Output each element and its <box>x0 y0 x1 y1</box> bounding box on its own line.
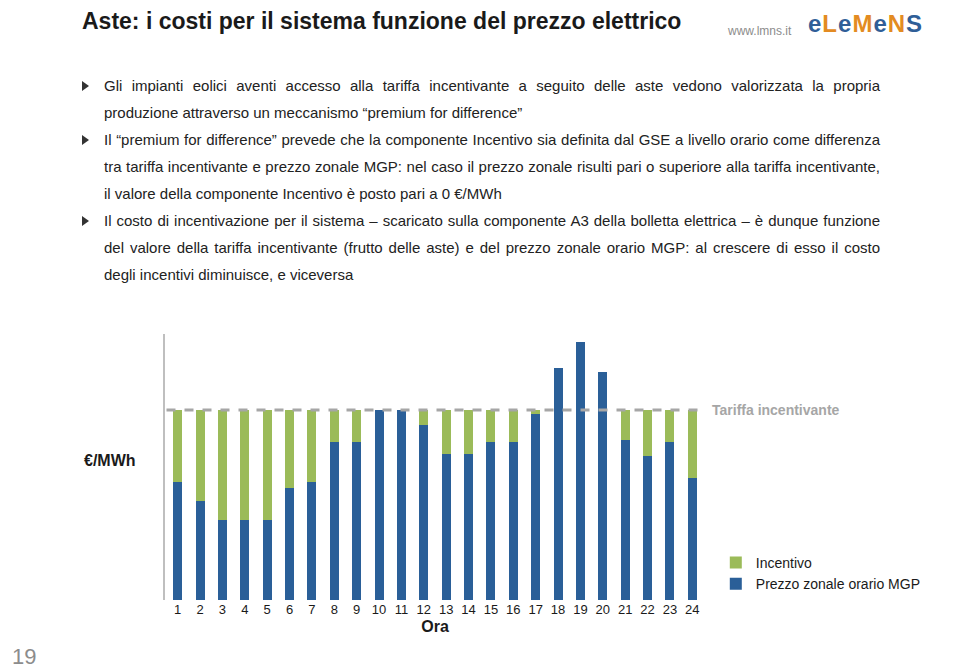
svg-text:24: 24 <box>685 602 699 617</box>
svg-text:22: 22 <box>640 602 654 617</box>
svg-text:13: 13 <box>439 602 453 617</box>
svg-text:15: 15 <box>484 602 498 617</box>
svg-text:20: 20 <box>596 602 610 617</box>
html-text:€/MWh: €/MWh <box>84 452 136 469</box>
svg-text:6: 6 <box>286 602 293 617</box>
svg-text:4: 4 <box>241 602 248 617</box>
svg-text:16: 16 <box>506 602 520 617</box>
svg-text:12: 12 <box>417 602 431 617</box>
svg-text:Ora: Ora <box>421 618 449 635</box>
svg-text:10: 10 <box>372 602 386 617</box>
svg-text:11: 11 <box>395 602 409 617</box>
svg-text:Tariffa incentivante: Tariffa incentivante <box>712 402 840 418</box>
html-text:Il costo di incentivazione per: Il costo di incentivazione per il sistem… <box>104 212 880 283</box>
svg-text:17: 17 <box>528 602 542 617</box>
svg-text:9: 9 <box>353 602 360 617</box>
svg-text:19: 19 <box>573 602 587 617</box>
svg-text:Prezzo zonale orario MGP: Prezzo zonale orario MGP <box>756 576 920 592</box>
html-text:e L e M e N S: e L e M e N S <box>808 10 924 37</box>
html-text:Gli impianti eolici aventi acc: Gli impianti eolici aventi accesso alla … <box>104 77 880 121</box>
svg-text:8: 8 <box>331 602 338 617</box>
svg-text:3: 3 <box>219 602 226 617</box>
html-text:Aste: i costi per il sistema f: Aste: i costi per il sistema funzione de… <box>82 8 682 34</box>
svg-text:23: 23 <box>663 602 677 617</box>
svg-text:2: 2 <box>196 602 203 617</box>
svg-text:14: 14 <box>461 602 475 617</box>
svg-text:18: 18 <box>551 602 565 617</box>
html-text:www.lmns.it: www.lmns.it <box>728 24 792 38</box>
svg-text:7: 7 <box>308 602 315 617</box>
svg-text:21: 21 <box>618 602 632 617</box>
svg-text:1: 1 <box>174 602 181 617</box>
html-text:Il “premium for difference” pr: Il “premium for difference” prevede che … <box>104 131 880 202</box>
svg-text:5: 5 <box>264 602 271 617</box>
svg-text:Incentivo: Incentivo <box>756 555 812 571</box>
html-text:19: 19 <box>12 644 37 669</box>
